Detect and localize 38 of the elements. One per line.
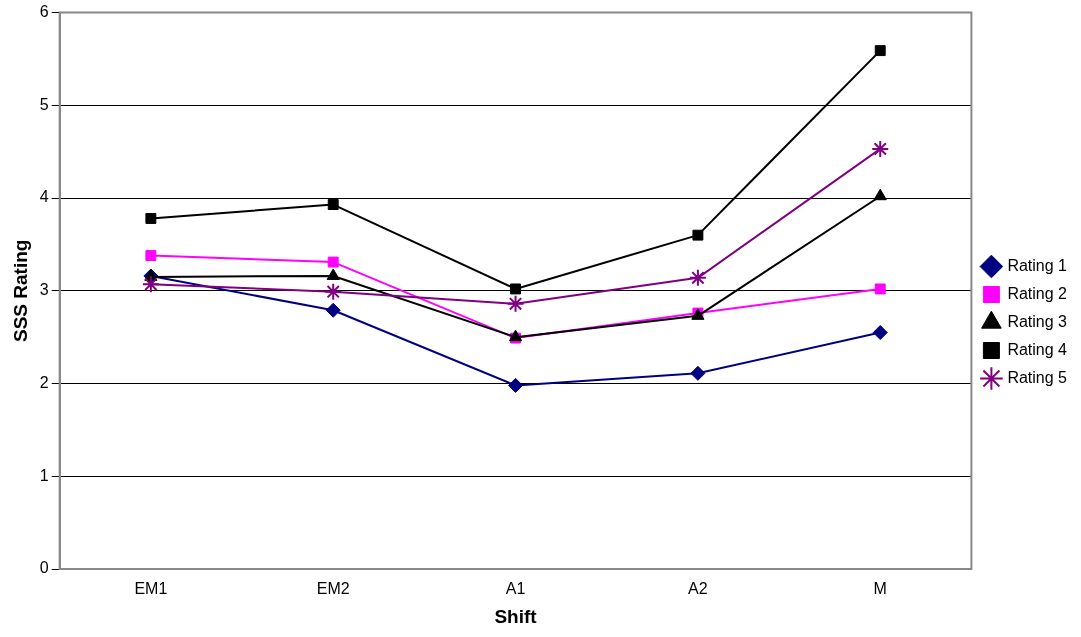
x-tick-label: M (873, 580, 887, 598)
point (874, 283, 886, 295)
y-tick-label: 2 (39, 373, 49, 391)
legend-label: Rating 1 (1007, 256, 1068, 274)
y-tick-label: 1 (39, 466, 49, 484)
point (326, 268, 340, 280)
point (874, 45, 886, 57)
point (688, 268, 707, 287)
legend-label: Rating 2 (1007, 284, 1068, 302)
point (325, 302, 341, 318)
point (141, 275, 160, 294)
point (506, 294, 525, 313)
point (873, 188, 887, 201)
y-tick-label: 3 (39, 281, 49, 299)
point (145, 213, 157, 224)
point (690, 365, 706, 381)
point (327, 256, 339, 268)
x-tick-label: A1 (505, 580, 526, 598)
point (145, 250, 157, 262)
point (510, 283, 521, 295)
point (508, 377, 524, 393)
point (871, 139, 890, 158)
x-tick-label: EM1 (134, 580, 168, 598)
point (327, 199, 339, 211)
x-tick-label: A2 (688, 580, 708, 598)
y-tick-label: 5 (39, 95, 49, 113)
legend-label: Rating 4 (1007, 340, 1068, 358)
legend-label: Rating 3 (1007, 312, 1068, 330)
x-tick-label: EM2 (316, 580, 350, 598)
point (872, 325, 888, 341)
y-axis-title: SSS Rating (9, 239, 31, 342)
legend-label: Rating 5 (1007, 368, 1068, 386)
y-tick-label: 0 (39, 559, 49, 577)
y-tick-label: 6 (39, 3, 49, 21)
point (324, 282, 343, 301)
y-tick-label: 4 (39, 188, 49, 206)
x-axis-title: Shift (494, 605, 538, 627)
point (692, 229, 704, 241)
